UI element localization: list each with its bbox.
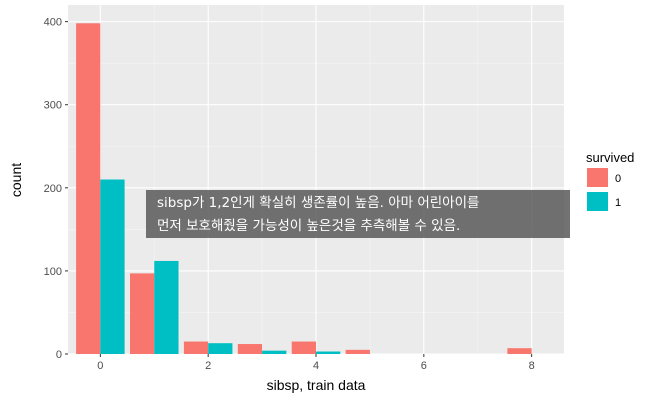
bar-survived-1-sibsp-2	[208, 343, 233, 354]
legend: survived 0 1	[586, 150, 634, 211]
y-tick-label: 300	[44, 100, 62, 112]
bar-survived-0-sibsp-8	[507, 348, 532, 354]
x-tick-label: 0	[97, 360, 103, 372]
bar-survived-0-sibsp-4	[291, 341, 316, 354]
x-tick-label: 6	[421, 360, 427, 372]
y-axis-title: count	[8, 163, 24, 197]
y-tick-label: 400	[44, 17, 62, 29]
x-tick-label: 8	[529, 360, 535, 372]
bar-survived-1-sibsp-4	[316, 351, 341, 354]
annotation: sibsp가 1,2인게 확실히 생존률이 높음. 아마 어린아이를 먼저 보호…	[146, 190, 570, 238]
bar-survived-1-sibsp-1	[154, 260, 179, 354]
y-axis: 0 100 200 300 400	[44, 17, 68, 361]
y-tick-label: 200	[44, 183, 62, 195]
bar-survived-1-sibsp-3	[262, 350, 287, 354]
y-tick-label: 100	[44, 266, 62, 278]
bar-survived-1-sibsp-0	[100, 179, 125, 354]
x-tick-label: 4	[313, 360, 319, 372]
legend-label-1: 1	[615, 197, 621, 209]
legend-label-0: 0	[615, 173, 621, 185]
bars	[76, 23, 532, 355]
bar-survived-0-sibsp-1	[130, 273, 155, 354]
x-tick-label: 2	[205, 360, 211, 372]
annotation-line-2: 먼저 보호해줬을 가능성이 높은것을 추측해볼 수 있음.	[157, 218, 460, 234]
legend-swatch-1	[587, 192, 608, 211]
legend-swatch-0	[587, 168, 608, 187]
bar-survived-0-sibsp-0	[76, 23, 101, 355]
legend-title: survived	[586, 150, 634, 165]
x-axis-title: sibsp, train data	[267, 377, 366, 393]
annotation-line-1: sibsp가 1,2인게 확실히 생존률이 높음. 아마 어린아이를	[157, 195, 479, 211]
bar-survived-0-sibsp-3	[237, 344, 263, 354]
x-axis: 0 2 4 6 8	[97, 354, 535, 372]
annotation-box	[146, 190, 570, 238]
bar-survived-0-sibsp-2	[183, 341, 209, 354]
y-tick-label: 0	[56, 349, 62, 361]
bar-survived-0-sibsp-5	[345, 349, 370, 354]
